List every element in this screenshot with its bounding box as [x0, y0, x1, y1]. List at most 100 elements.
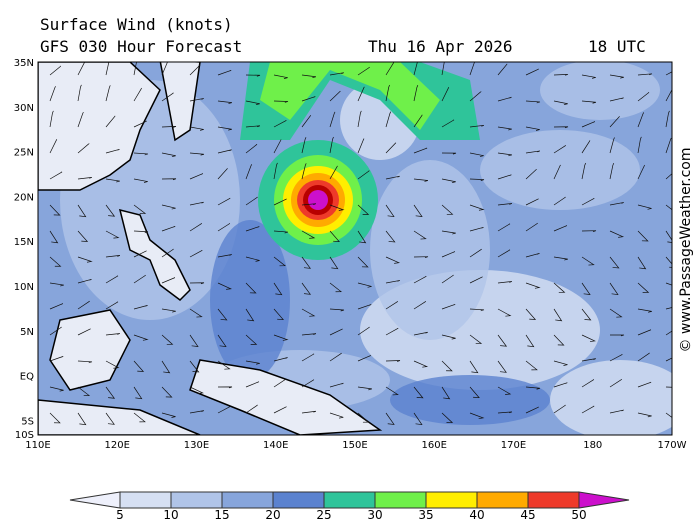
wind-barb	[525, 68, 539, 76]
wind-barb	[189, 282, 205, 285]
wind-barb	[413, 275, 427, 284]
wind-barb	[49, 356, 64, 362]
wind-barb	[273, 120, 287, 128]
wind-barb	[553, 360, 568, 366]
wind-barb	[469, 248, 482, 258]
wind-barb	[665, 110, 670, 128]
wind-barb	[385, 175, 400, 180]
wind-barb	[469, 386, 480, 399]
colorbar-box	[476, 491, 529, 509]
lat-label: 5S	[21, 416, 34, 427]
land	[159, 62, 201, 142]
wind-barb	[357, 66, 370, 76]
wind-barb	[161, 412, 176, 418]
colorbar-end	[578, 491, 630, 509]
wind-barb	[609, 116, 620, 128]
wind-barb	[161, 152, 176, 158]
wind-barb	[77, 111, 84, 128]
wind-barb	[385, 142, 397, 154]
wind-barb	[189, 98, 204, 102]
wind-barb	[161, 360, 171, 374]
lat-label: 15N	[14, 237, 34, 248]
colorbar-label: 5	[116, 508, 124, 522]
lat-label: 25N	[14, 148, 34, 159]
wind-barb	[105, 360, 120, 369]
wind-barb	[497, 411, 513, 414]
wind-barb	[609, 379, 622, 388]
map-frame	[37, 61, 673, 436]
wind-barb	[133, 87, 142, 102]
wind-barb	[245, 164, 253, 180]
wind-barb	[49, 204, 61, 216]
wind-barb	[105, 255, 121, 258]
wind-barb	[525, 253, 540, 258]
wind-barb	[49, 86, 56, 102]
wind-barb	[637, 230, 649, 242]
wind-barb	[553, 256, 568, 261]
wind-barb	[273, 378, 286, 388]
lon-label: 110E	[25, 440, 50, 451]
land	[38, 399, 201, 435]
wind-barb	[637, 329, 652, 336]
wind-barb	[525, 169, 538, 180]
wind-barb	[77, 360, 93, 364]
lon-label: 130E	[184, 440, 209, 451]
colorbar-label: 15	[214, 508, 229, 522]
wind-barb	[441, 230, 456, 235]
wind-barb	[217, 360, 231, 370]
wind-barb	[525, 334, 535, 348]
colorbar-end	[69, 491, 121, 509]
wind-barb	[217, 100, 233, 104]
wind-barb	[469, 308, 485, 312]
wind-barb	[357, 230, 367, 244]
wind-barb	[217, 386, 233, 389]
wind-barb	[385, 280, 400, 284]
lat-label: 5N	[20, 327, 34, 338]
wind-barb	[301, 308, 316, 317]
wind-barb	[581, 197, 595, 206]
wind-barb	[217, 282, 233, 290]
wind-barb	[301, 379, 315, 388]
wind-barb	[413, 62, 418, 76]
colorbar-label: 25	[316, 508, 331, 522]
lat-label: 10N	[14, 282, 34, 293]
wind-barb	[385, 111, 392, 128]
wind-barb	[665, 137, 672, 154]
wind-barb	[77, 230, 89, 242]
wind-barb	[469, 124, 485, 128]
wind-barb	[525, 386, 541, 390]
wind-barb	[497, 96, 512, 102]
wind-barb	[609, 137, 615, 154]
wind-barb	[301, 96, 316, 102]
wind-barb	[469, 91, 482, 102]
wind-barb	[525, 308, 537, 320]
wind-barb	[385, 62, 395, 76]
wind-barb	[301, 333, 317, 336]
wind-barb	[553, 382, 568, 388]
wind-barb	[665, 330, 672, 336]
wind-barb	[245, 308, 255, 322]
wind-barb	[273, 256, 286, 267]
wind-barb	[525, 282, 541, 289]
lat-label: 20N	[14, 192, 34, 203]
wind-barb	[665, 204, 672, 215]
wind-barb	[637, 112, 645, 128]
wind-barb	[637, 352, 650, 362]
wind-barb	[665, 386, 672, 388]
lat-label: EQ	[20, 372, 34, 383]
wind-barb	[525, 360, 538, 371]
wind-barb	[161, 92, 174, 102]
wind-barb	[329, 412, 344, 419]
wind-barb	[49, 412, 61, 424]
colorbar-label: 30	[367, 508, 382, 522]
wind-barb	[413, 204, 423, 217]
wind-barb	[665, 282, 672, 286]
wind-area	[550, 360, 672, 435]
wind-barb	[469, 204, 485, 211]
wind-barb	[273, 74, 288, 79]
wind-barb	[637, 308, 652, 313]
wind-barb	[329, 136, 334, 154]
wind-barb	[77, 256, 93, 263]
wind-barb	[133, 274, 146, 284]
